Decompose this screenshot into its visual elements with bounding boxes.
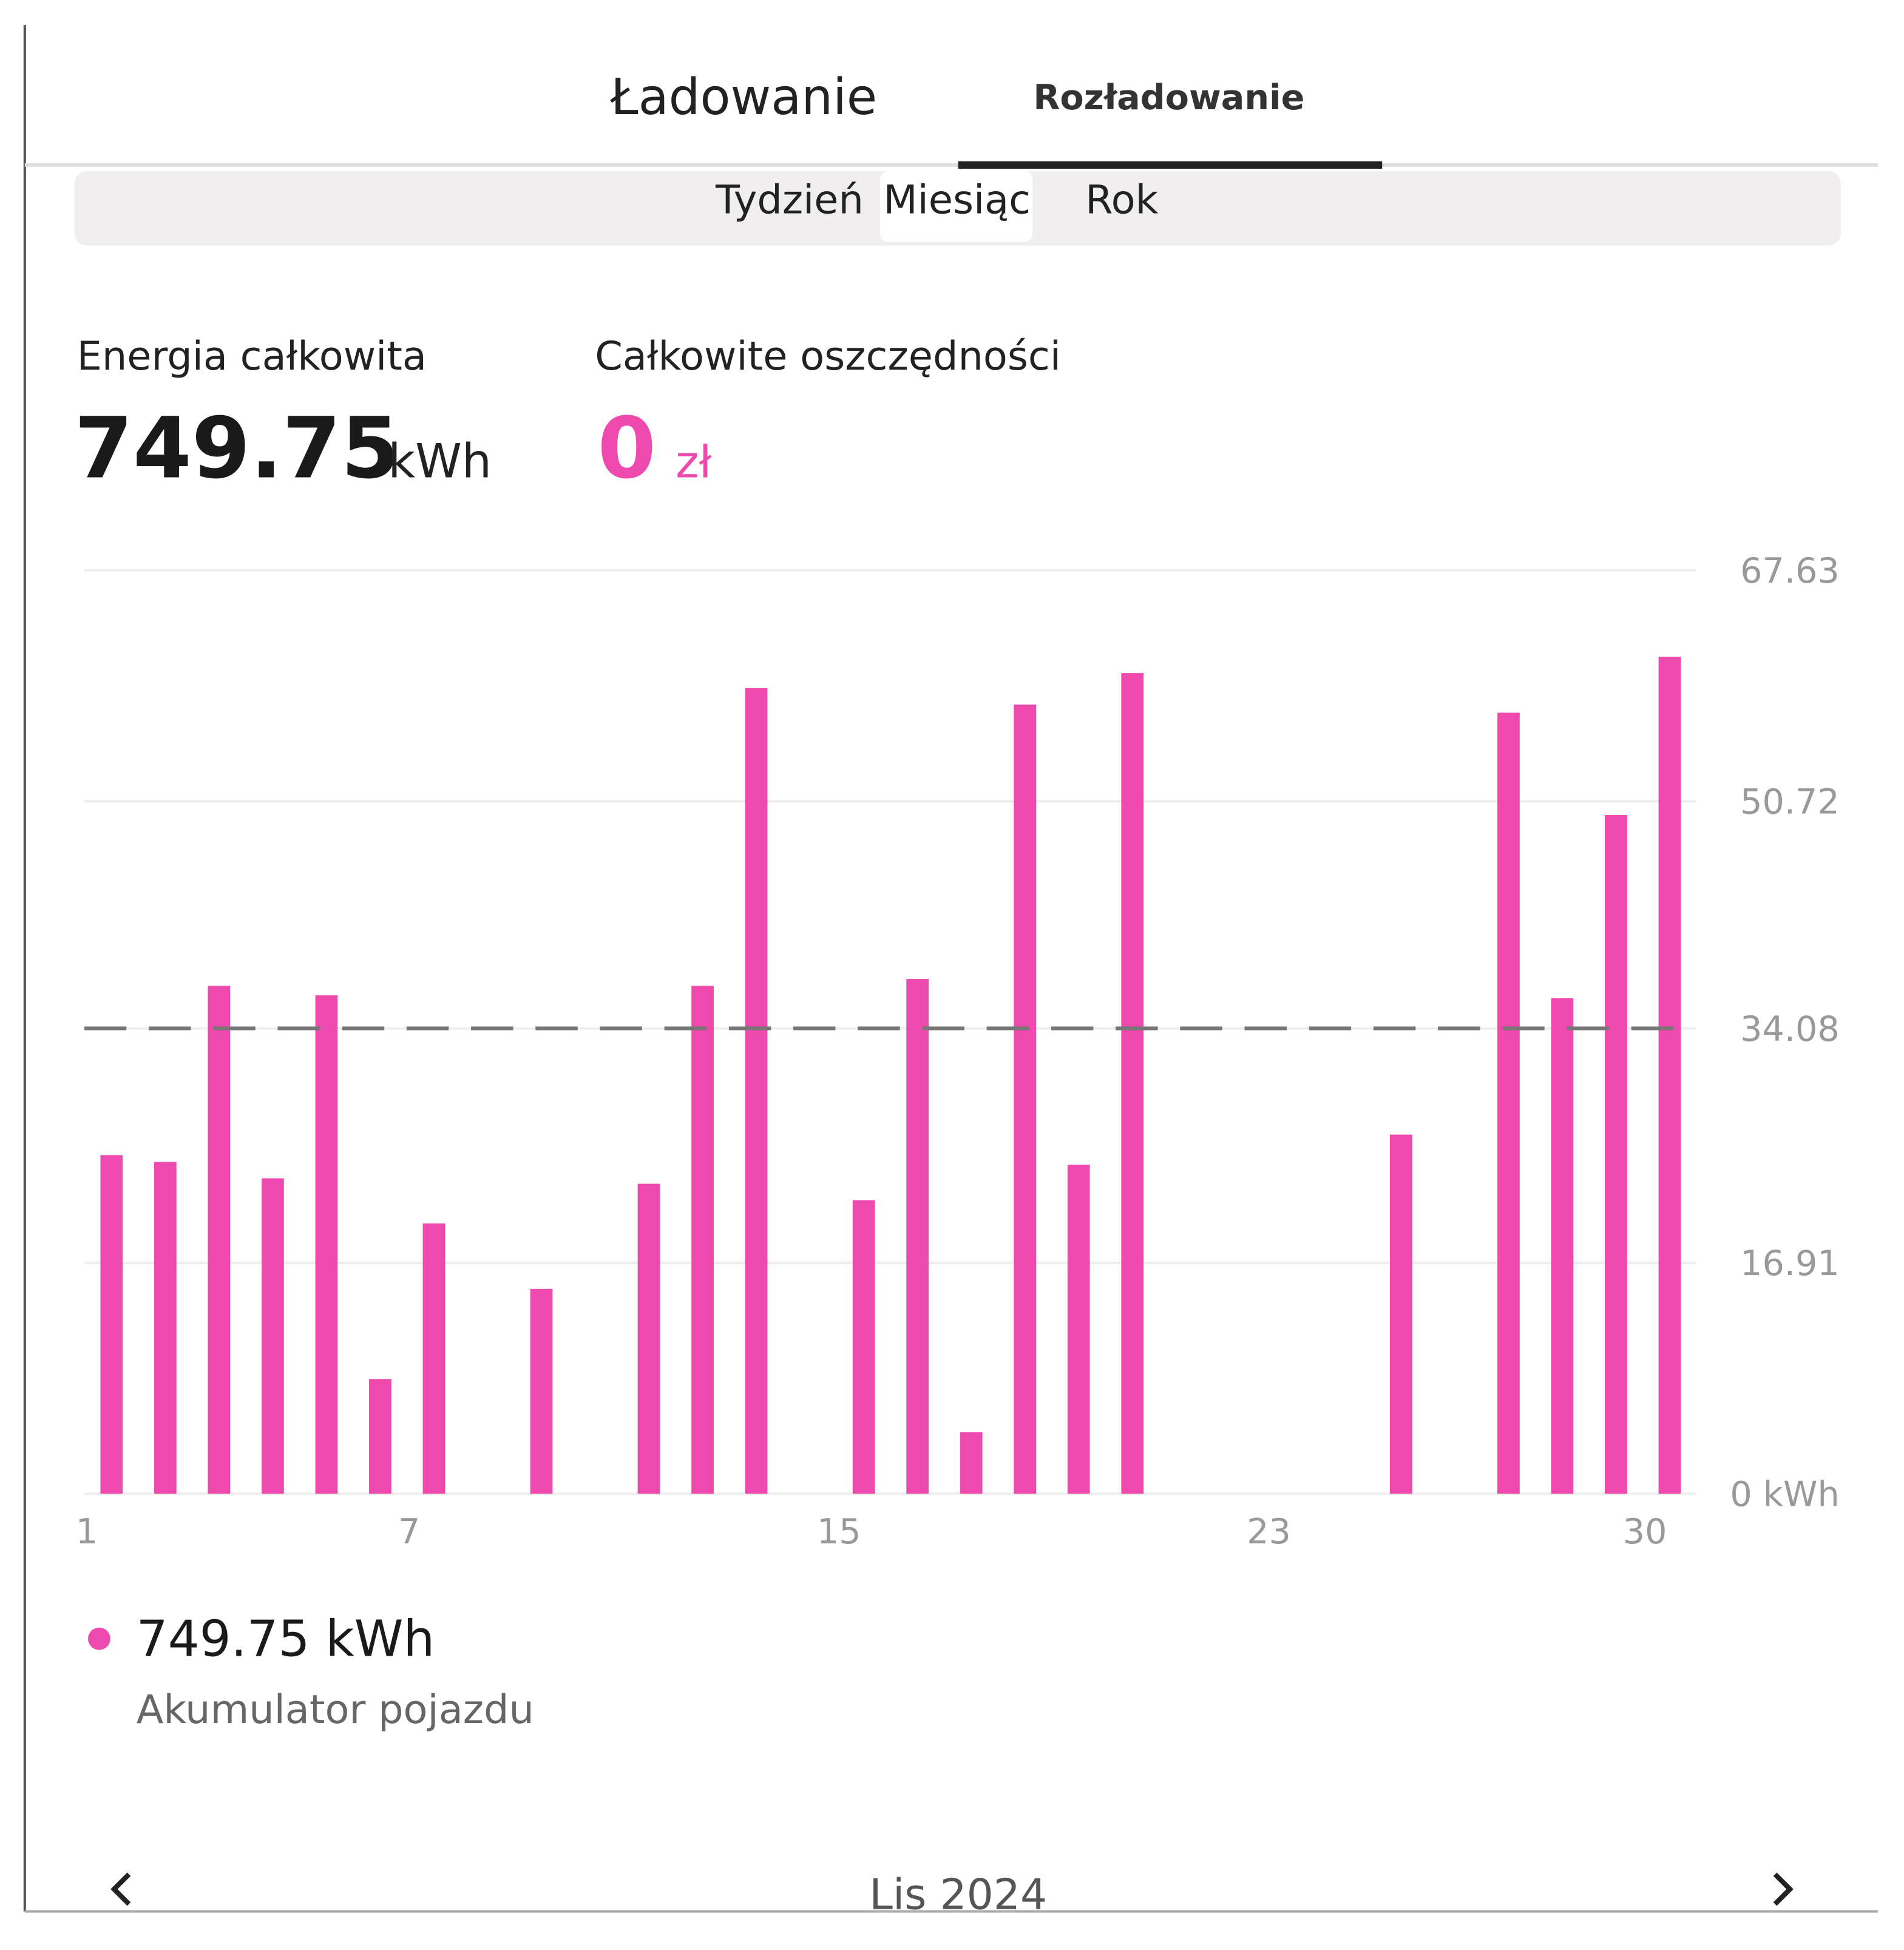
y-tick-label: 67.63 <box>1740 551 1840 591</box>
savings-value: 0 <box>597 399 656 498</box>
segment[interactable]: Rok <box>1085 177 1158 223</box>
bar <box>1390 1134 1412 1494</box>
bar <box>1067 1165 1090 1494</box>
bar <box>637 1183 660 1494</box>
x-tick-label: 30 <box>1623 1512 1667 1552</box>
bar <box>691 986 714 1494</box>
segment-selected[interactable]: Miesiąc <box>883 177 1031 223</box>
tab[interactable]: Ładowanie <box>610 69 877 126</box>
bar <box>1551 998 1574 1494</box>
savings-unit: zł <box>676 437 712 489</box>
bar <box>960 1432 983 1494</box>
bar <box>1497 713 1520 1494</box>
bar <box>315 995 338 1494</box>
legend-label: Akumulator pojazdu <box>137 1687 534 1733</box>
energy-unit: kWh <box>388 435 492 489</box>
x-tick-label: 7 <box>398 1512 420 1552</box>
tab-active[interactable]: Rozładowanie <box>1033 78 1304 118</box>
bar <box>530 1288 553 1494</box>
x-tick-label: 23 <box>1247 1512 1291 1552</box>
segment-selected-bg <box>880 171 1033 242</box>
bar <box>852 1200 875 1494</box>
y-tick-label: 34.08 <box>1740 1009 1840 1049</box>
next-button[interactable] <box>1773 1872 1794 1906</box>
energy-value: 749.75 <box>75 399 400 498</box>
y-tick-label: 0 kWh <box>1730 1475 1839 1515</box>
bar <box>208 986 231 1494</box>
y-tick-label: 50.72 <box>1740 782 1840 822</box>
prev-button[interactable] <box>110 1872 131 1906</box>
bar <box>1121 673 1144 1494</box>
x-tick-label: 1 <box>76 1512 98 1552</box>
savings-label: Całkowite oszczędności <box>595 333 1061 379</box>
x-tick-label: 15 <box>817 1512 861 1552</box>
bar <box>100 1155 123 1494</box>
chart: 0 kWh 16.91 34.08 50.72 67.63 1 7 15 23 30 <box>76 551 1840 1552</box>
legend-value: 749.75 kWh <box>137 1611 435 1668</box>
bar <box>369 1379 391 1494</box>
segment[interactable]: Tydzień <box>715 177 864 223</box>
legend-dot <box>88 1627 110 1650</box>
y-tick-label: 16.91 <box>1740 1244 1840 1284</box>
bar <box>906 979 929 1494</box>
bar <box>154 1162 177 1494</box>
bar <box>261 1178 284 1494</box>
bar <box>422 1223 446 1494</box>
bar <box>1605 815 1627 1494</box>
energy-label: Energia całkowita <box>77 333 427 379</box>
bar <box>1658 657 1681 1494</box>
bar <box>745 688 768 1494</box>
bar <box>1014 704 1037 1494</box>
